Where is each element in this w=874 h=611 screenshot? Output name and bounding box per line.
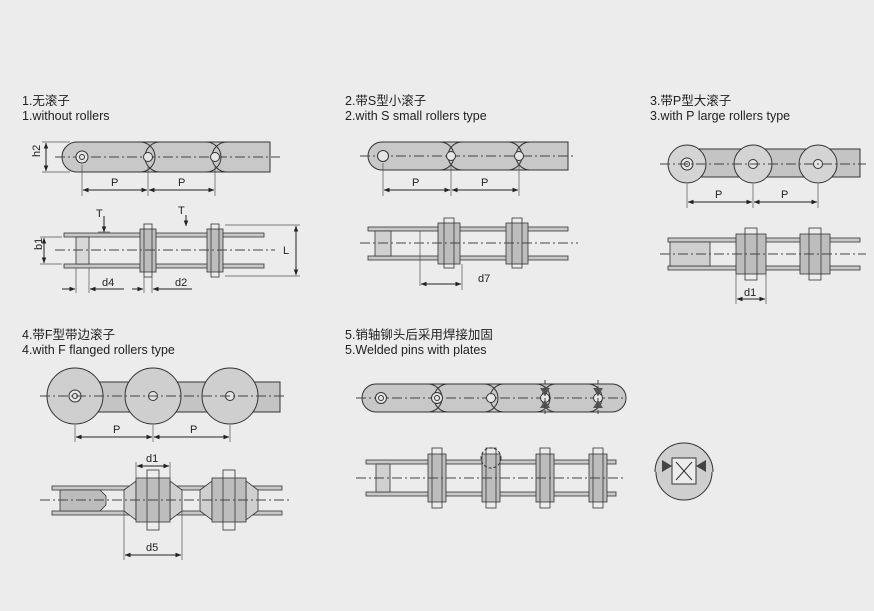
section-5-title: 5.销轴铆头后采用焊接加固 5.Welded pins with plates [345, 328, 493, 357]
dim-h2: h2 [31, 145, 43, 157]
section-1-top-view: T T b1 L d4 d2 [33, 205, 300, 293]
dim-p: P [715, 189, 722, 201]
section-3-side-view: P P [660, 144, 866, 208]
dim-p: P [481, 177, 488, 189]
dim-p: P [412, 177, 419, 189]
dim-p: P [111, 177, 118, 189]
dim-p: P [190, 424, 197, 436]
section-5-side-view [356, 380, 627, 416]
dim-b1: b1 [33, 238, 45, 250]
section-1-side-view: h2 P P [31, 141, 280, 196]
dim-d1: d1 [744, 287, 756, 299]
section-1-title: 1.无滚子 1.without rollers [22, 94, 110, 123]
weld-detail-view [654, 442, 714, 502]
section-3-title: 3.带P型大滚子 3.with P large rollers type [650, 94, 791, 123]
dim-d1: d1 [146, 453, 158, 465]
dim-t: T [178, 205, 185, 217]
section-4-top-view: d1 d5 [40, 453, 290, 560]
dim-d4: d4 [102, 277, 114, 289]
dim-d7: d7 [478, 273, 490, 285]
dim-t: T [96, 208, 103, 220]
section-4-side-view: P P [40, 367, 285, 442]
section-4-title: 4.带F型带边滚子 4.with F flanged rollers type [22, 328, 175, 357]
dim-d2: d2 [175, 277, 187, 289]
dim-p: P [781, 189, 788, 201]
section-2-title: 2.带S型小滚子 2.with S small rollers type [345, 94, 487, 123]
section-5-top-view [356, 447, 626, 509]
section-2-side-view: P P [360, 141, 575, 196]
section-2-top-view: d7 [360, 217, 578, 290]
dim-p: P [113, 424, 120, 436]
dim-l: L [283, 245, 289, 257]
dim-d5: d5 [146, 542, 158, 554]
section-3-top-view: d1 [660, 227, 866, 304]
dim-p: P [178, 177, 185, 189]
